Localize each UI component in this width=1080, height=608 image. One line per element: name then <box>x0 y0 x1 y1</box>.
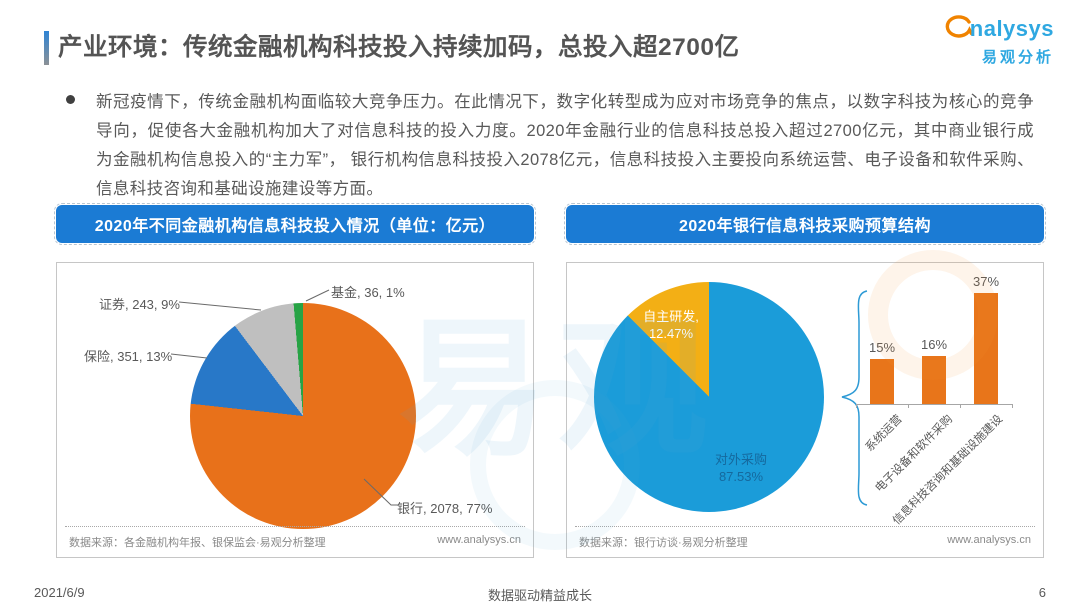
logo-swirl-icon <box>942 13 973 45</box>
procurement-chart-panel: 自主研发, 12.47% 对外采购 87.53% 15% 16% 37% <box>566 262 1044 558</box>
bar-x-axis <box>856 404 1012 405</box>
right-chart-header: 2020年银行信息科技采购预算结构 <box>564 203 1046 245</box>
procurement-pie <box>594 282 824 512</box>
callout-insurance: 保险, 351, 13% <box>84 349 173 364</box>
divider <box>575 526 1035 527</box>
slice-label-outsource: 对外采购 87.53% <box>714 452 767 484</box>
page-title: 产业环境：传统金融机构科技投入持续加码，总投入超2700亿 <box>58 34 740 61</box>
bar-consulting-infrastructure <box>974 293 998 404</box>
callout-funds: 基金, 36, 1% <box>331 285 405 300</box>
right-source-website: www.analysys.cn <box>947 534 1031 546</box>
left-source-text: 数据来源：各金融机构年报、银保监会·易观分析整理 <box>69 537 326 549</box>
slice-label-inhouse: 自主研发, 12.47% <box>643 309 699 341</box>
budget-bar-chart: 15% 16% 37% <box>858 267 1010 404</box>
slide-footer: 2021/6/9 数据驱动精益成长 6 <box>34 585 1046 603</box>
intro-paragraph: 新冠疫情下，传统金融机构面临较大竞争压力。在此情况下，数字化转型成为应对市场竞争… <box>96 93 1034 198</box>
divider <box>65 526 525 527</box>
bullet-icon <box>66 95 75 104</box>
institutions-chart-panel: 证券, 243, 9% 基金, 36, 1% 保险, 351, 13% 银行, … <box>56 262 534 558</box>
footer-page-number: 6 <box>1038 585 1046 600</box>
right-source-text: 数据来源：银行访谈·易观分析整理 <box>579 537 748 549</box>
institutions-pie <box>190 303 416 529</box>
callout-securities: 证券, 243, 9% <box>99 297 180 312</box>
left-source-website: www.analysys.cn <box>437 534 521 546</box>
analysys-logo: nalysys 易观分析 <box>942 13 1054 67</box>
bar-value-label: 37% <box>972 274 1000 289</box>
logo-brand-text: nalysys <box>969 16 1054 41</box>
callout-banks: 银行, 2078, 77% <box>397 501 493 516</box>
brace-icon <box>841 290 868 506</box>
title-accent-bar <box>44 31 49 65</box>
bar-column: 15% <box>858 340 906 404</box>
bar-value-label: 15% <box>868 340 896 355</box>
logo-brand-cn: 易观分析 <box>981 49 1054 66</box>
bar-equipment-software <box>922 356 946 404</box>
footer-slogan: 数据驱动精益成长 <box>487 588 592 603</box>
bar-column: 37% <box>962 274 1010 404</box>
left-chart-header: 2020年不同金融机构信息科技投入情况（单位：亿元） <box>54 203 536 245</box>
bar-column: 16% <box>910 337 958 404</box>
bar-systems-operation <box>870 359 894 404</box>
footer-date: 2021/6/9 <box>34 585 85 600</box>
bar-value-label: 16% <box>920 337 948 352</box>
